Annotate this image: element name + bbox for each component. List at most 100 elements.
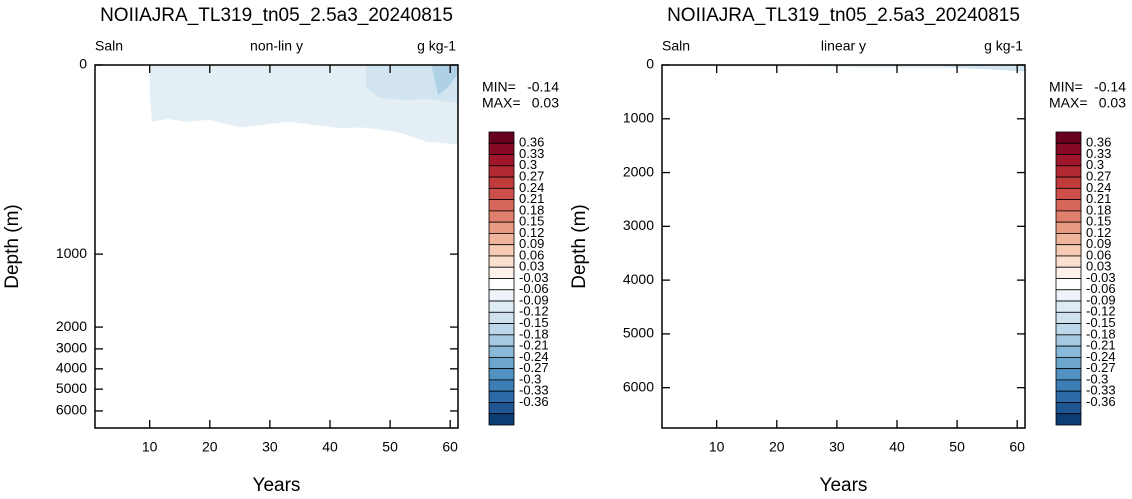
x-tick-label: 10 — [709, 439, 725, 455]
colorbar-box — [488, 255, 515, 268]
y-tick-label: 1000 — [623, 109, 654, 125]
x-tick-label: 60 — [442, 439, 458, 455]
colorbar-box — [488, 176, 515, 189]
max-value: 0.03 — [1099, 95, 1126, 111]
y-tick-label: 0 — [79, 56, 87, 72]
colorbar-label: -0.03 — [1086, 270, 1116, 285]
colorbar-label: -0.33 — [1086, 383, 1116, 398]
colorbar-label: 0.18 — [519, 202, 544, 217]
colorbar-label: 0.21 — [519, 191, 544, 206]
colorbar-box — [488, 368, 515, 381]
colorbar-box — [1055, 334, 1082, 347]
left-label: Saln — [662, 38, 690, 54]
colorbar-box — [488, 345, 515, 358]
colorbar-label: -0.27 — [1086, 360, 1116, 375]
colorbar-label: 0.33 — [519, 146, 544, 161]
x-tick-label: 50 — [949, 439, 965, 455]
colorbar-box — [488, 379, 515, 392]
max-label: MAX= — [1049, 95, 1088, 111]
colorbar-box — [488, 210, 515, 223]
colorbar-box — [488, 413, 515, 426]
colorbar-label: -0.24 — [1086, 349, 1116, 364]
right-label: g kg-1 — [417, 38, 456, 54]
x-tick-label: 60 — [1009, 439, 1025, 455]
colorbar-label: 0.36 — [1086, 135, 1111, 150]
colorbar-label: -0.06 — [519, 281, 549, 296]
colorbar-box — [1055, 368, 1082, 381]
colorbar-box — [1055, 402, 1082, 415]
x-axis-label: Years — [253, 475, 301, 496]
colorbar-label: 0.06 — [1086, 247, 1111, 262]
center-label: linear y — [821, 38, 866, 54]
colorbar-box — [1055, 390, 1082, 403]
colorbar-box — [1055, 379, 1082, 392]
x-axis-label: Years — [820, 475, 868, 496]
colorbar-box — [488, 390, 515, 403]
x-tick-label: 20 — [769, 439, 785, 455]
colorbar-box — [488, 278, 515, 291]
colorbar-box — [488, 266, 515, 279]
colorbar-box — [488, 187, 515, 201]
colorbar-box — [488, 311, 515, 324]
colorbar-label: 0.03 — [1086, 259, 1111, 274]
colorbar-label: -0.33 — [519, 383, 549, 398]
colorbar-label: 0.12 — [519, 225, 544, 240]
colorbar-label: 0.21 — [1086, 191, 1111, 206]
colorbar-label: 0.3 — [519, 157, 537, 172]
colorbar-label: 0.27 — [519, 169, 544, 184]
colorbar-label: -0.36 — [519, 394, 549, 409]
y-axis-label: Depth (m) — [569, 204, 590, 288]
colorbar-label: 0.24 — [519, 180, 544, 195]
min-value: -0.14 — [1094, 79, 1126, 95]
colorbar-box — [488, 154, 515, 167]
contour-fill — [432, 65, 458, 96]
colorbar-box — [488, 244, 515, 257]
colorbar-label: 0.09 — [519, 236, 544, 251]
colorbar-box — [1055, 131, 1082, 144]
colorbar-box — [1055, 142, 1082, 155]
max-value: 0.03 — [532, 95, 559, 111]
colorbar-label: -0.27 — [519, 360, 549, 375]
x-tick-label: 30 — [829, 439, 845, 455]
colorbar-label: 0.09 — [1086, 236, 1111, 251]
x-tick-label: 30 — [262, 439, 278, 455]
y-tick-label: 6000 — [56, 402, 87, 418]
y-tick-label: 3000 — [623, 217, 654, 233]
colorbar-label: -0.15 — [519, 315, 549, 330]
colorbar-box — [1055, 165, 1082, 178]
colorbar-box — [488, 334, 515, 347]
colorbar-label: -0.3 — [519, 371, 541, 386]
colorbar-label: -0.06 — [1086, 281, 1116, 296]
y-tick-label: 4000 — [623, 271, 654, 287]
y-tick-label: 6000 — [623, 378, 654, 394]
colorbar-box — [1055, 255, 1082, 268]
colorbar-box — [488, 165, 515, 178]
colorbar-label: -0.21 — [1086, 338, 1116, 353]
colorbar-box — [1055, 221, 1082, 234]
colorbar-box — [1055, 356, 1082, 370]
left-label: Saln — [95, 38, 123, 54]
y-tick-label: 5000 — [56, 380, 87, 396]
colorbar-label: -0.24 — [519, 349, 549, 364]
colorbar-label: 0.18 — [1086, 202, 1111, 217]
colorbar-label: -0.36 — [1086, 394, 1116, 409]
colorbar-label: -0.15 — [1086, 315, 1116, 330]
colorbar-label: 0.15 — [1086, 214, 1111, 229]
contour-fill — [945, 65, 1025, 72]
colorbar-label: 0.15 — [519, 214, 544, 229]
colorbar-box — [488, 323, 515, 336]
colorbar-box — [488, 356, 515, 370]
colorbar-label: -0.09 — [519, 292, 549, 307]
y-tick-label: 3000 — [56, 340, 87, 356]
colorbar-box — [1055, 413, 1082, 426]
colorbar-box — [1055, 244, 1082, 257]
colorbar-box — [1055, 233, 1082, 246]
colorbar-box — [488, 300, 515, 313]
x-tick-label: 40 — [889, 439, 905, 455]
y-tick-label: 0 — [646, 56, 654, 72]
x-tick-label: 20 — [202, 439, 218, 455]
right-label: g kg-1 — [984, 38, 1023, 54]
colorbar-label: -0.18 — [519, 326, 549, 341]
colorbar-label: -0.21 — [519, 338, 549, 353]
